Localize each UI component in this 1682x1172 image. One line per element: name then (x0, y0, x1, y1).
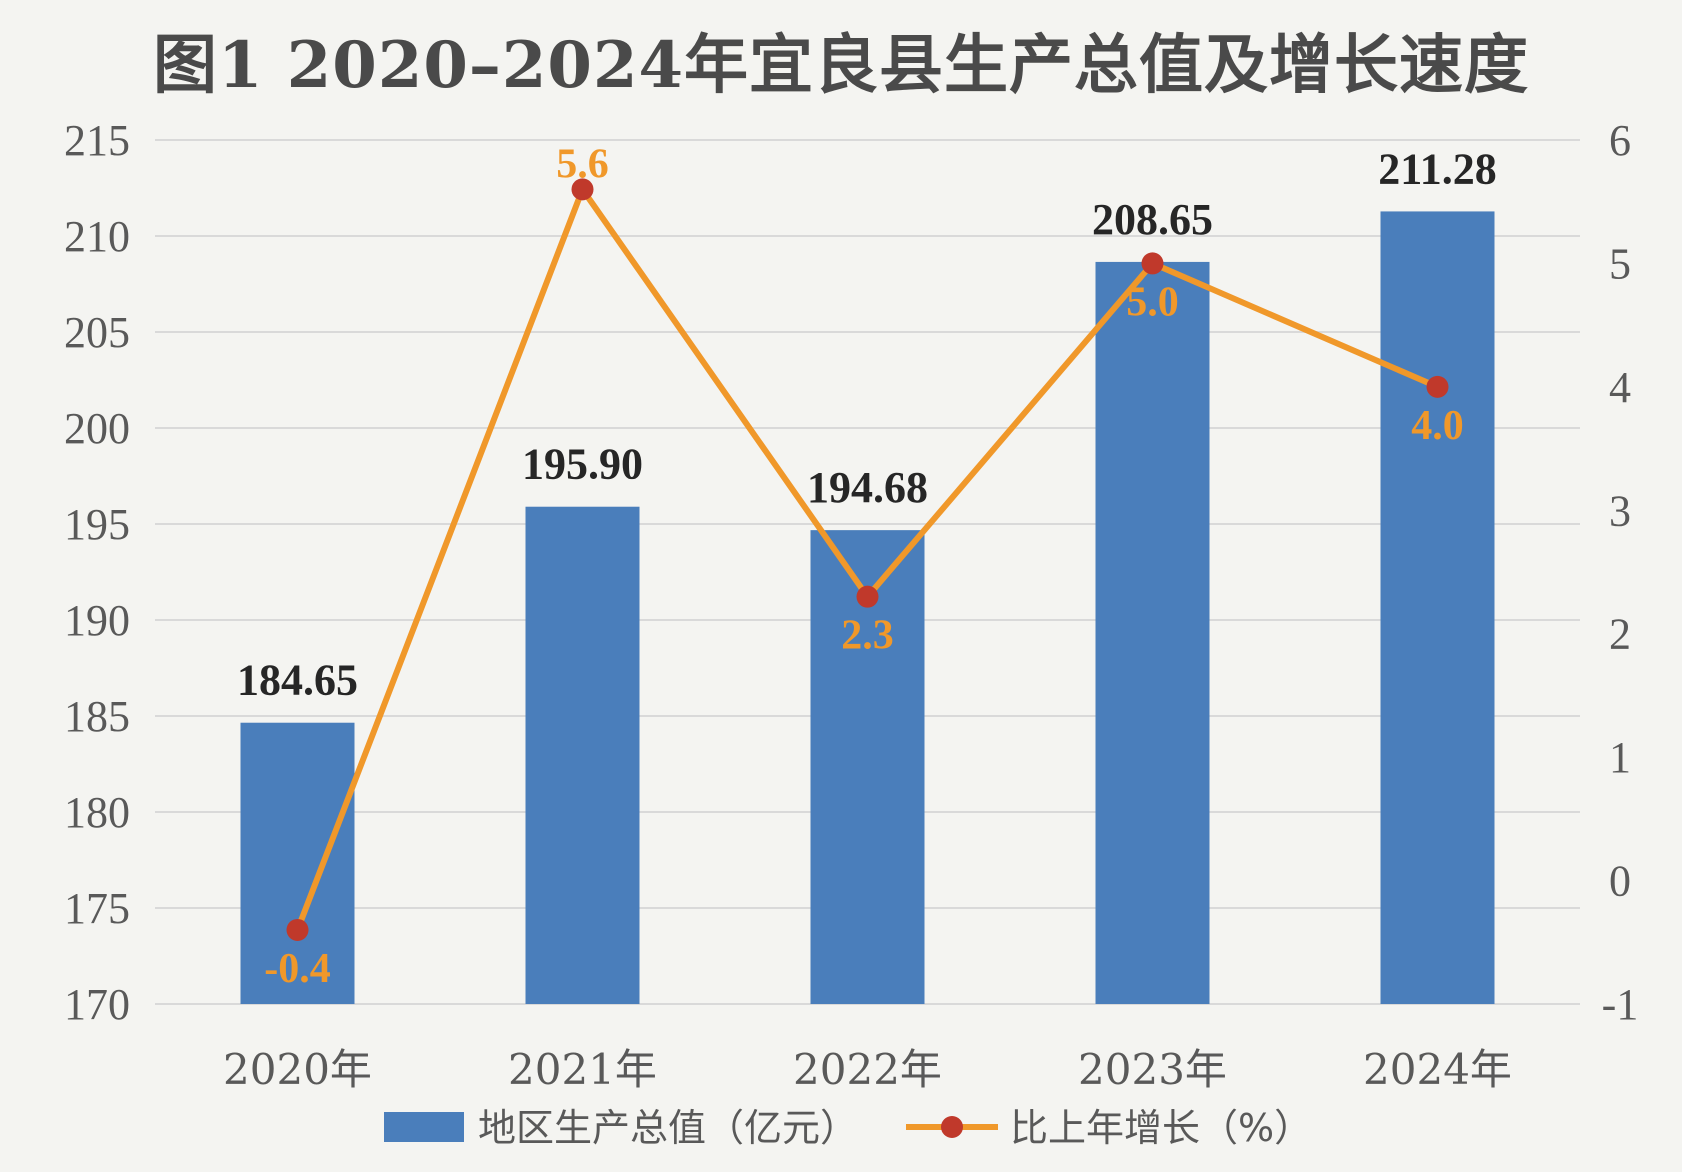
bar-value-label: 211.28 (1378, 144, 1497, 193)
bar (1095, 261, 1210, 1004)
chart-title: 图1 2020–2024年宜良县生产总值及增长速度 (152, 28, 1530, 103)
bar (1380, 211, 1495, 1004)
right-axis-tick-label: -1 (1602, 980, 1639, 1029)
left-axis-tick-label: 190 (64, 596, 130, 645)
bar (810, 530, 925, 1004)
left-axis-tick-label: 195 (64, 500, 130, 549)
right-axis-tick-label: 4 (1609, 363, 1631, 412)
right-axis-tick-label: 6 (1609, 116, 1631, 165)
right-axis-tick-label: 1 (1609, 733, 1631, 782)
line-marker (1141, 252, 1164, 275)
left-axis-tick-label: 210 (64, 212, 130, 261)
right-axis: -1 0 1 2 3 4 5 6 (1602, 116, 1639, 1029)
x-axis: 2020年 2021年 2022年 2023年 2024年 (223, 1045, 1512, 1094)
right-axis-tick-label: 2 (1609, 610, 1631, 659)
line-value-label: 5.0 (1126, 279, 1179, 325)
x-axis-tick-label: 2020年 (223, 1045, 372, 1094)
line-marker (286, 918, 309, 941)
left-axis-tick-label: 170 (64, 980, 130, 1029)
legend-bar-label: 地区生产总值（亿元） (478, 1106, 858, 1150)
x-axis-tick-label: 2024年 (1363, 1045, 1512, 1094)
line-value-label: 4.0 (1411, 403, 1464, 449)
right-axis-tick-label: 0 (1609, 857, 1631, 906)
line-marker (1426, 375, 1449, 398)
left-axis-tick-label: 180 (64, 788, 130, 837)
line-value-label: -0.4 (264, 946, 331, 992)
bar-value-label: 208.65 (1092, 195, 1213, 244)
x-axis-tick-label: 2023年 (1078, 1045, 1227, 1094)
left-axis-tick-label: 205 (64, 308, 130, 357)
left-axis-tick-label: 215 (64, 116, 130, 165)
bar-value-label: 194.68 (807, 463, 928, 512)
bar-value-label: 184.65 (237, 656, 358, 705)
bar-labels: 184.65 195.90 194.68 208.65 211.28 (237, 144, 1497, 704)
line-marker (571, 178, 594, 201)
line-markers (286, 178, 1449, 941)
line-value-label: 5.6 (556, 141, 609, 187)
bar-series (240, 211, 1495, 1004)
legend: 地区生产总值（亿元） 比上年增长（%） (384, 1106, 1312, 1150)
left-axis-tick-label: 185 (64, 692, 130, 741)
left-axis-tick-label: 200 (64, 404, 130, 453)
line-labels: -0.4 5.6 2.3 5.0 4.0 (264, 141, 1464, 992)
right-axis-tick-label: 5 (1609, 239, 1631, 288)
left-axis-tick-label: 175 (64, 884, 130, 933)
bar (240, 722, 355, 1004)
right-axis-tick-label: 3 (1609, 486, 1631, 535)
legend-line-label: 比上年增长（%） (1010, 1106, 1312, 1150)
line-value-label: 2.3 (841, 613, 894, 659)
legend-line-marker (941, 1116, 963, 1138)
left-axis: 170 175 180 185 190 195 200 205 210 215 (64, 116, 130, 1029)
x-axis-tick-label: 2021年 (508, 1045, 657, 1094)
line-marker (856, 585, 879, 608)
x-axis-tick-label: 2022年 (793, 1045, 942, 1094)
bar (525, 506, 640, 1004)
bar-value-label: 195.90 (522, 440, 643, 489)
legend-bar-swatch (384, 1112, 464, 1142)
